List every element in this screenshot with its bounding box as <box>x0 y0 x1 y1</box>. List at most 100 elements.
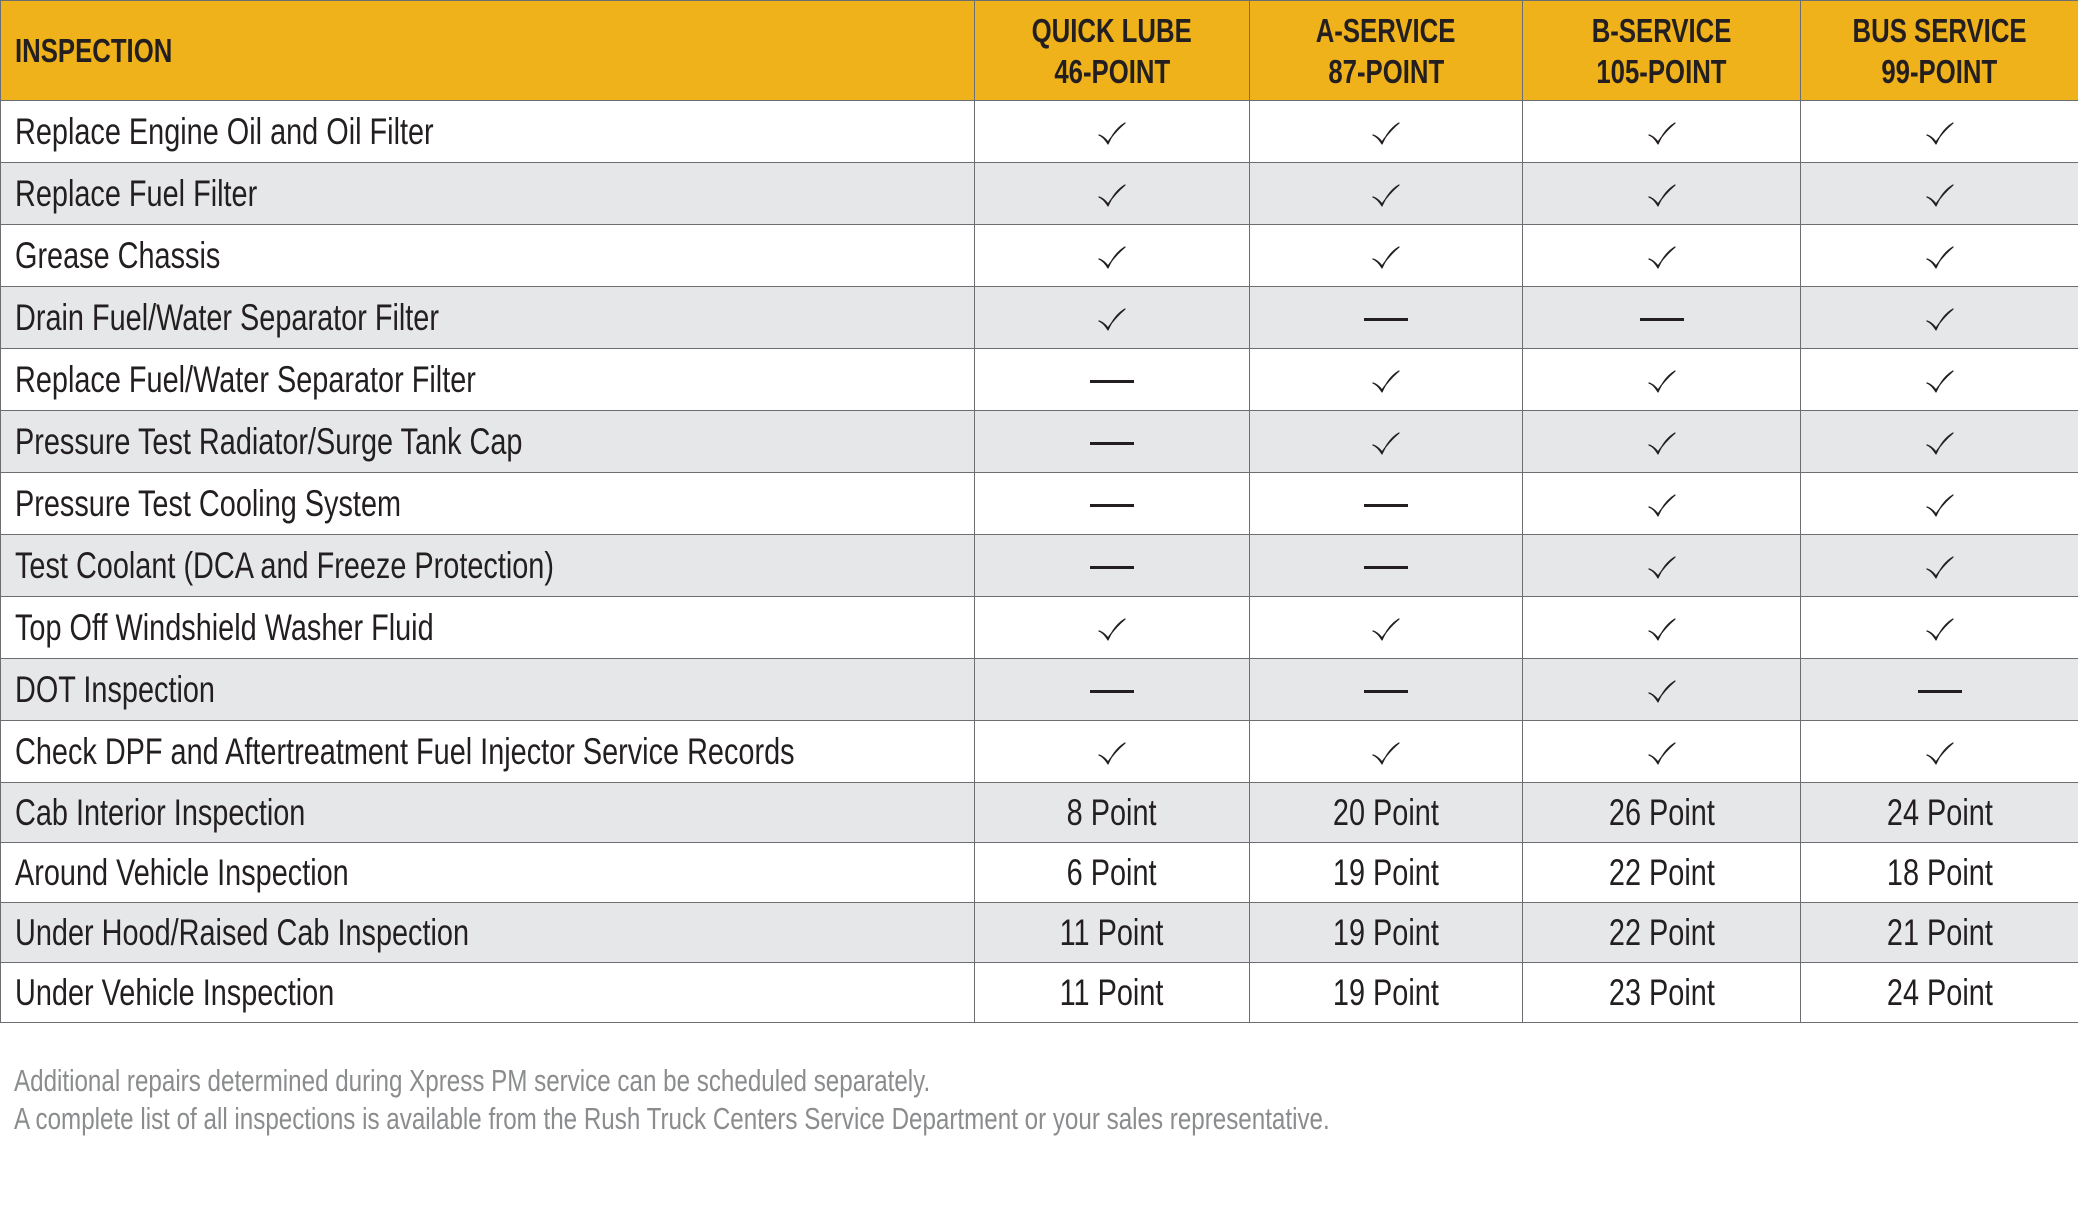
check-icon <box>1925 246 1954 269</box>
check-icon <box>1647 618 1676 641</box>
column-header-points: 99-POINT <box>1881 52 1998 90</box>
point-count: 11 Point <box>1060 911 1164 953</box>
value-cell <box>1800 348 2078 411</box>
value-cell <box>974 596 1250 659</box>
row-label-cell: Cab Interior Inspection <box>0 782 975 843</box>
point-count: 24 Point <box>1886 791 1993 833</box>
value-cell <box>1800 100 2078 163</box>
value-cell: 26 Point <box>1522 782 1801 843</box>
column-header-points: 87-POINT <box>1328 52 1444 90</box>
table-row: Drain Fuel/Water Separator Filter <box>0 286 2078 349</box>
value-cell <box>974 224 1250 287</box>
table-row: Replace Engine Oil and Oil Filter <box>0 100 2078 163</box>
check-icon <box>1098 618 1126 641</box>
footnotes: Additional repairs determined during Xpr… <box>14 1062 1701 1138</box>
value-cell <box>974 286 1250 349</box>
table-row: Cab Interior Inspection 8 Point 20 Point 26… <box>0 782 2078 843</box>
dash-icon <box>1364 690 1408 694</box>
dash-icon <box>1364 318 1408 322</box>
check-icon <box>1098 122 1126 145</box>
check-icon <box>1925 184 1954 207</box>
check-icon <box>1925 618 1954 641</box>
table-row: Check DPF and Aftertreatment Fuel Inject… <box>0 720 2078 783</box>
row-label: DOT Inspection <box>15 668 215 710</box>
point-count: 19 Point <box>1333 971 1439 1013</box>
point-count: 19 Point <box>1333 851 1439 893</box>
value-cell <box>1522 658 1801 721</box>
value-cell <box>974 534 1250 597</box>
point-count: 21 Point <box>1886 911 1993 953</box>
value-cell: 11 Point <box>974 902 1250 963</box>
dash-icon <box>1090 504 1134 508</box>
point-count: 23 Point <box>1608 971 1715 1013</box>
value-cell: 22 Point <box>1522 842 1801 903</box>
value-cell <box>1800 286 2078 349</box>
dash-icon <box>1639 318 1684 322</box>
check-icon <box>1647 184 1676 207</box>
check-icon <box>1925 742 1954 765</box>
check-icon <box>1925 432 1954 455</box>
value-cell <box>1249 286 1523 349</box>
value-cell: 6 Point <box>974 842 1250 903</box>
check-icon <box>1098 308 1126 331</box>
table-row: Pressure Test Radiator/Surge Tank Cap <box>0 410 2078 473</box>
column-header-title: B-SERVICE <box>1591 11 1732 49</box>
check-icon <box>1647 246 1676 269</box>
value-cell <box>974 720 1250 783</box>
row-label: Replace Engine Oil and Oil Filter <box>15 110 434 152</box>
table-row: Grease Chassis <box>0 224 2078 287</box>
row-label-cell: Around Vehicle Inspection <box>0 842 975 903</box>
value-cell <box>1522 162 1801 225</box>
table-row: Pressure Test Cooling System <box>0 472 2078 535</box>
a-service-column-header: A-SERVICE 87-POINT <box>1249 0 1523 101</box>
check-icon <box>1925 122 1954 145</box>
row-label: Pressure Test Cooling System <box>15 482 402 524</box>
value-cell: 8 Point <box>974 782 1250 843</box>
value-cell: 18 Point <box>1800 842 2078 903</box>
check-icon <box>1647 432 1676 455</box>
check-icon <box>1925 556 1954 579</box>
check-icon <box>1372 742 1400 765</box>
row-label: Around Vehicle Inspection <box>15 851 349 893</box>
value-cell <box>1249 658 1523 721</box>
table-row: Around Vehicle Inspection 6 Point 19 Point… <box>0 842 2078 903</box>
value-cell: 19 Point <box>1249 902 1523 963</box>
row-label-cell: Pressure Test Cooling System <box>0 472 975 535</box>
value-cell <box>1522 472 1801 535</box>
check-icon <box>1372 246 1400 269</box>
value-cell <box>1249 534 1523 597</box>
value-cell <box>1522 224 1801 287</box>
check-icon <box>1372 618 1400 641</box>
dash-icon <box>1917 690 1962 694</box>
row-label: Replace Fuel/Water Separator Filter <box>15 358 476 400</box>
value-cell <box>974 348 1250 411</box>
row-label: Under Vehicle Inspection <box>15 971 335 1013</box>
value-cell <box>1800 720 2078 783</box>
row-label: Replace Fuel Filter <box>15 172 258 214</box>
row-label: Under Hood/Raised Cab Inspection <box>15 911 470 953</box>
value-cell <box>1522 410 1801 473</box>
inspection-comparison-table: INSPECTION QUICK LUBE 46-POINT A-SERVICE… <box>0 0 2078 1023</box>
row-label-cell: Replace Engine Oil and Oil Filter <box>0 100 975 163</box>
check-icon <box>1372 184 1400 207</box>
value-cell: 20 Point <box>1249 782 1523 843</box>
row-label-cell: Replace Fuel Filter <box>0 162 975 225</box>
column-header-title: A-SERVICE <box>1316 11 1456 49</box>
value-cell <box>1522 348 1801 411</box>
value-cell: 24 Point <box>1800 962 2078 1023</box>
dash-icon <box>1364 504 1408 508</box>
row-label-cell: Under Hood/Raised Cab Inspection <box>0 902 975 963</box>
column-header-points: 46-POINT <box>1054 52 1170 90</box>
check-icon <box>1647 122 1676 145</box>
point-count: 20 Point <box>1333 791 1439 833</box>
dash-icon <box>1090 690 1134 694</box>
check-icon <box>1925 370 1954 393</box>
row-label: Pressure Test Radiator/Surge Tank Cap <box>15 420 523 462</box>
row-label-cell: Check DPF and Aftertreatment Fuel Inject… <box>0 720 975 783</box>
check-icon <box>1647 680 1676 703</box>
row-label-cell: Grease Chassis <box>0 224 975 287</box>
value-cell <box>1249 224 1523 287</box>
check-icon <box>1647 370 1676 393</box>
point-count: 18 Point <box>1886 851 1993 893</box>
value-cell <box>1800 162 2078 225</box>
